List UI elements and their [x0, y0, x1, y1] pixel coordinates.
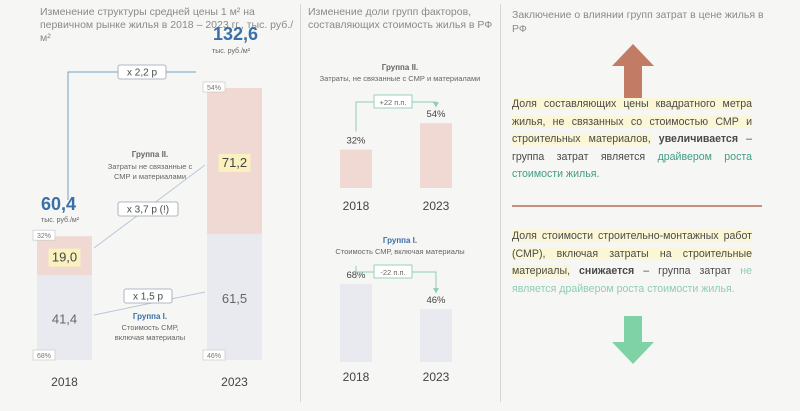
bar-group1-2018: [37, 275, 92, 360]
p2-text-c: – группа затрат: [643, 265, 732, 277]
group1-label-title: Группа I.: [133, 312, 167, 321]
share-tag-group1-2023-box: [202, 349, 226, 361]
p2-text-d: не является драйвером роста стоимости жи…: [512, 265, 752, 295]
group2-bar-2018: [340, 149, 372, 188]
value-label-group2-2023: 71,2: [222, 155, 247, 170]
p1-text-d: группа затрат является: [512, 150, 646, 163]
share-tag-group1-2018-box: [32, 349, 56, 361]
conclusion-paragraph-decrease: Доля стоимости строительно-монтажных раб…: [512, 228, 752, 298]
group2-x-tick-label-2023: 2023: [423, 199, 450, 213]
group2-chart-subtitle: Затраты, не связанные с СМР и материалам…: [320, 74, 481, 83]
panel1-title: Изменение структуры средней цены 1 м² на…: [40, 6, 294, 44]
group1-label-line1: Стоимость СМР,: [122, 323, 179, 332]
p2-text-b: снижается: [579, 265, 635, 277]
group2-chart-title: Группа II.: [382, 63, 418, 72]
ratio-total-box: [117, 64, 167, 80]
arrow-up-icon: [612, 44, 654, 106]
share-tag-group2-2023: 54%: [207, 85, 221, 92]
stacked-bar-chart: 41,4 19,0 32% 68% 2018 60,4 тыс. руб./м² 61,5 71…: [32, 24, 262, 389]
group1-x-tick-label-2023: 2023: [423, 370, 450, 384]
divider-1: [300, 4, 301, 402]
group1-label-line2: включая материалы: [115, 333, 185, 342]
x-tick-label-2023: 2023: [221, 375, 248, 389]
share-tag-group1-2018: 68%: [37, 353, 51, 360]
p1-text-e: драйвером роста: [657, 150, 752, 163]
group1-chart-subtitle: Стоимость СМР, включая материалы: [335, 247, 464, 256]
panel-conclusion: Заключение о влиянии групп затрат в цене…: [500, 0, 800, 411]
group1-value-label-2023: 46%: [426, 295, 446, 306]
group2-x-tick-label-2018: 2018: [343, 199, 370, 213]
group2-label-line1: Затраты не связанные с: [108, 162, 193, 171]
value-label-group2-2018: 19,0: [52, 250, 77, 265]
group1-value-label-2018: 68%: [346, 270, 366, 281]
divider-2: [500, 4, 501, 402]
ratio-group2: x 3,7 р (!): [127, 205, 169, 216]
share-tag-group2-2018: 32%: [37, 233, 51, 240]
value-highlight-group2-2018: [48, 248, 81, 267]
value-highlight-group2-2023: [218, 153, 251, 172]
group1-bar-2018: [340, 283, 372, 362]
group1-change-arrowhead: [433, 288, 439, 294]
unit-label-2018: тыс. руб./м²: [41, 216, 80, 224]
share-tag-group1-2023: 46%: [207, 353, 221, 360]
panel-share-change: Изменение доли групп факторов, составляю…: [300, 0, 500, 411]
group2-change-arrowhead: [433, 102, 439, 108]
value-label-group1-2023: 61,5: [222, 291, 247, 306]
group1-change-label: -22 п.п.: [380, 268, 405, 277]
group2-change-box: [373, 94, 413, 109]
panel2-title: Изменение доли групп факторов, составляю…: [308, 6, 493, 31]
share-tag-group2-2023-box: [202, 81, 226, 93]
total-label-2018: 60,4: [41, 194, 76, 214]
group1-chart-title: Группа I.: [383, 236, 417, 245]
p1-text-c: –: [746, 133, 752, 145]
p1-text-f: стоимости жилья.: [512, 168, 600, 180]
conclusion-paragraph-increase: Доля составляющих цены квадратного метра…: [512, 96, 752, 184]
bar-group1-2023: [207, 233, 262, 360]
ratio-total: x 2,2 р: [127, 68, 157, 79]
connector-group1: [93, 291, 206, 316]
share-bar-charts: Группа II. Затраты, не связанные с СМР и …: [320, 63, 481, 384]
total-label-2023: 132,6: [213, 24, 258, 44]
p1-text-b: увеличивается: [658, 133, 738, 145]
value-label-group1-2018: 41,4: [52, 312, 77, 327]
group2-bar-2023: [420, 123, 452, 188]
share-tag-group2-2018-box: [32, 229, 56, 241]
group1-bar-2023: [420, 309, 452, 362]
ratio-group2-box: [117, 201, 179, 217]
section-divider: [512, 205, 762, 207]
ratio-group1-box: [123, 288, 173, 304]
x-tick-label-2018: 2018: [51, 375, 78, 389]
group2-label-line2: СМР и материалами: [114, 172, 186, 181]
group1-change-box: [373, 264, 413, 279]
conclusion-title: Заключение о влиянии групп затрат в цене…: [512, 9, 764, 35]
panel-price-structure: Изменение структуры средней цены 1 м² на…: [0, 0, 300, 411]
group2-change-label: +22 п.п.: [379, 98, 406, 107]
unit-label-2023: тыс. руб./м²: [212, 47, 251, 55]
group2-label-title: Группа II.: [132, 150, 168, 159]
arrow-down-icon: [612, 316, 654, 364]
ratio-group1: x 1,5 р: [133, 292, 163, 303]
group1-x-tick-label-2018: 2018: [343, 370, 370, 384]
group2-value-label-2023: 54%: [426, 109, 446, 120]
group2-value-label-2018: 32%: [346, 136, 366, 147]
